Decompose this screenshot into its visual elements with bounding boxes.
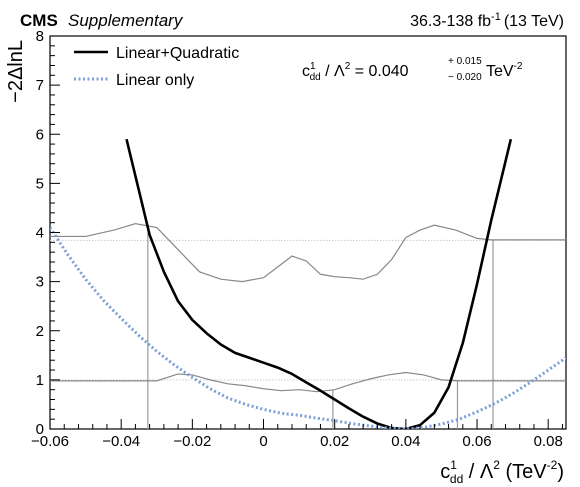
y-tick-label: 5 — [36, 175, 44, 192]
result-text: c1 dd / Λ2 = 0.040 — [302, 61, 409, 83]
x-tick-label: 0.08 — [534, 433, 563, 450]
legend: Linear+Quadratic Linear only — [74, 45, 239, 89]
result-annotation: c1 dd / Λ2 = 0.040 + 0.015 − 0.020 TeV-2 — [302, 56, 523, 83]
y-tick-label: 8 — [36, 28, 44, 45]
y-tick-label: 2 — [36, 323, 44, 340]
lumi-label: 36.3-138 fb-1 (13 TeV) — [410, 11, 564, 30]
series-line-linear-only — [50, 226, 566, 429]
legend-label-linear-only: Linear only — [116, 72, 194, 89]
x-tick-label: 0.02 — [320, 433, 349, 450]
y-tick-label: 3 — [36, 274, 44, 291]
y-tick-label: 6 — [36, 126, 44, 143]
y-axis-title: −2ΔlnL — [5, 40, 27, 103]
interval-markers — [147, 232, 494, 429]
y-tick-label: 7 — [36, 77, 44, 94]
y-axis-ticks: 0 1 2 3 4 5 6 7 8 — [36, 28, 60, 438]
guide-lines — [50, 239, 566, 381]
supplementary-label: Supplementary — [68, 11, 184, 30]
y-tick-label: 0 — [36, 421, 44, 438]
y-tick-label: 1 — [36, 372, 44, 389]
lumi-exponent: -1 — [491, 11, 501, 23]
x-tick-label: 0.06 — [462, 433, 491, 450]
result-error-down: − 0.020 — [448, 72, 482, 83]
x-tick-label: −0.02 — [173, 433, 211, 450]
series-line-linear-quadratic — [125, 138, 513, 429]
x-axis-title: c1 dd / Λ2 (TeV-2) — [440, 458, 564, 486]
energy-label: (13 TeV) — [504, 13, 564, 30]
x-tick-label: 0.04 — [391, 433, 420, 450]
y-tick-label: 4 — [36, 225, 44, 242]
result-error-up: + 0.015 — [448, 56, 482, 67]
inset-curves — [50, 223, 566, 393]
x-tick-label: 0 — [259, 433, 267, 450]
x-tick-label: −0.04 — [102, 433, 140, 450]
cms-label: CMS — [20, 11, 58, 30]
x-tick-label: −0.06 — [31, 433, 69, 450]
lumi-value: 36.3-138 fb — [410, 13, 491, 30]
x-axis-ticks: −0.06 −0.04 −0.02 0 0.02 0.04 0.06 0.08 — [31, 419, 563, 450]
inset-curve-0 — [50, 223, 566, 283]
series-group — [50, 138, 566, 429]
result-unit: TeV-2 — [486, 61, 523, 80]
legend-label-linear-quadratic: Linear+Quadratic — [116, 45, 239, 62]
